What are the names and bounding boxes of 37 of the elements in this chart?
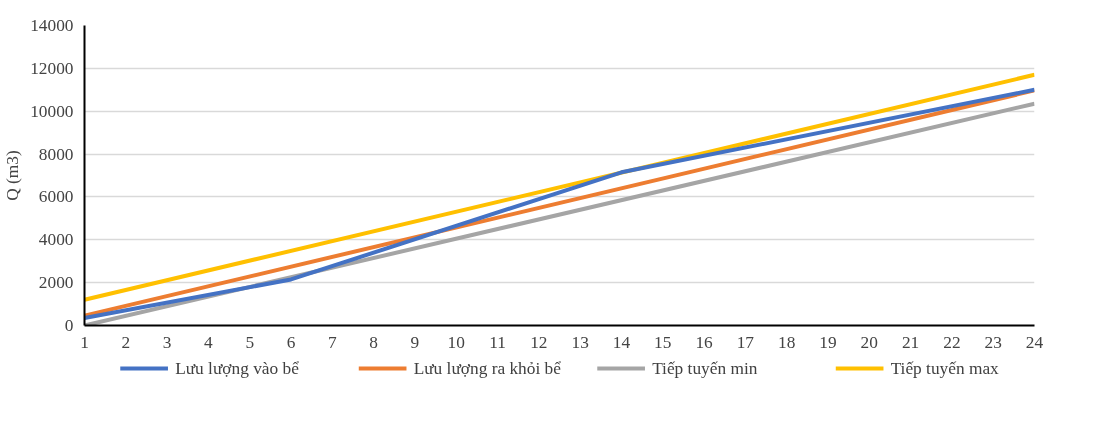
y-tick-label: 8000 bbox=[38, 144, 74, 164]
x-tick-label: 8 bbox=[369, 332, 378, 352]
y-axis-title: Q (m3) bbox=[3, 150, 23, 201]
x-tick-label: 2 bbox=[121, 332, 131, 352]
x-tick-label: 16 bbox=[695, 332, 714, 352]
x-tick-label: 19 bbox=[819, 332, 837, 352]
x-tick-label: 11 bbox=[489, 332, 506, 352]
x-tick-label: 12 bbox=[530, 332, 548, 352]
legend-label: Lưu lượng vào bể bbox=[175, 359, 300, 378]
x-tick-label: 17 bbox=[736, 332, 755, 352]
x-tick-label: 21 bbox=[901, 332, 920, 352]
y-tick-label: 6000 bbox=[38, 187, 74, 207]
x-tick-label: 7 bbox=[327, 332, 337, 352]
x-tick-label: 3 bbox=[162, 332, 172, 352]
x-tick-label: 9 bbox=[410, 332, 420, 352]
x-tick-label: 4 bbox=[204, 332, 214, 352]
x-tick-label: 20 bbox=[860, 332, 878, 352]
x-tick-label: 5 bbox=[245, 332, 255, 352]
x-tick-label: 14 bbox=[612, 332, 631, 352]
x-tick-label: 6 bbox=[286, 332, 296, 352]
x-tick-label: 13 bbox=[571, 332, 589, 352]
y-tick-label: 14000 bbox=[30, 16, 74, 35]
x-tick-label: 10 bbox=[447, 332, 465, 352]
x-tick-label: 24 bbox=[1025, 332, 1044, 352]
legend-label: Tiếp tuyến min bbox=[652, 359, 758, 378]
y-tick-label: 4000 bbox=[38, 230, 74, 250]
y-tick-label: 0 bbox=[64, 316, 74, 335]
x-tick-label: 23 bbox=[984, 332, 1002, 352]
y-tick-label: 12000 bbox=[30, 58, 74, 78]
y-tick-label: 10000 bbox=[30, 101, 74, 121]
x-tick-label: 22 bbox=[943, 332, 961, 352]
x-tick-label: 18 bbox=[778, 332, 796, 352]
y-tick-label: 2000 bbox=[38, 273, 74, 293]
legend-label: Tiếp tuyến max bbox=[890, 359, 1000, 378]
x-tick-label: 15 bbox=[654, 332, 672, 352]
x-tick-label: 1 bbox=[80, 332, 89, 352]
legend-label: Lưu lượng ra khỏi bể bbox=[413, 359, 562, 378]
